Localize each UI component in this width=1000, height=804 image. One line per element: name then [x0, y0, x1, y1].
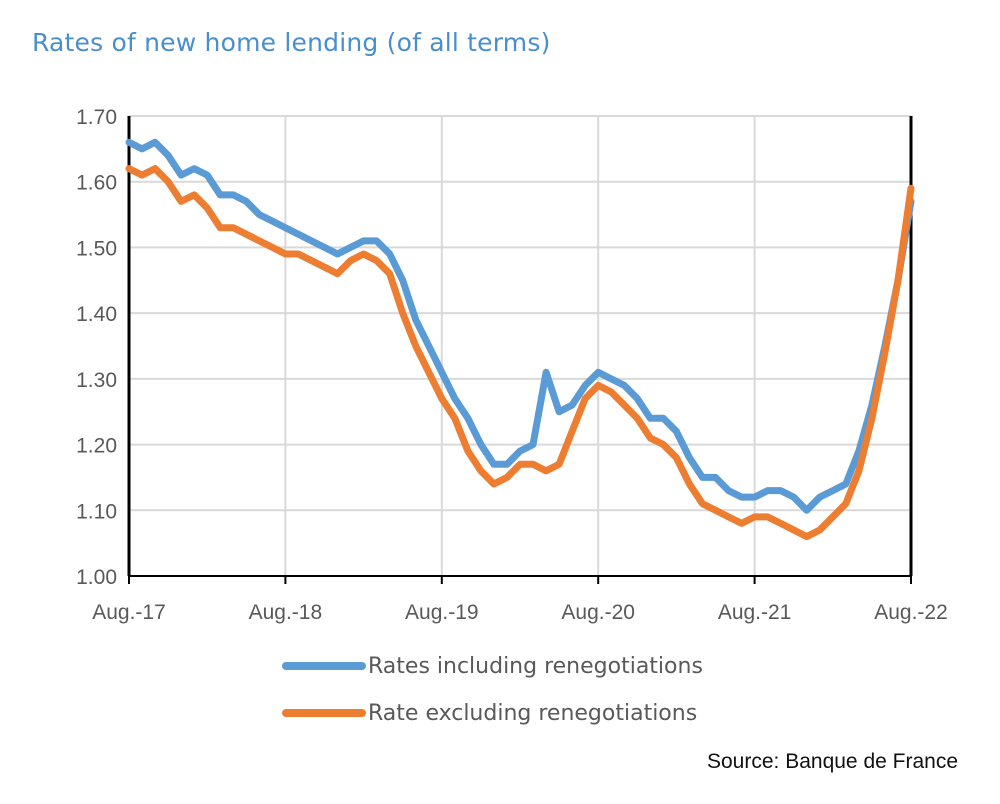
legend-label-excluding: Rate excluding renegotiations — [368, 700, 698, 726]
legend-item-including: Rates including renegotiations — [282, 651, 703, 681]
series-line-excluding — [125, 165, 915, 541]
source-note: Source: Banque de France — [707, 750, 958, 773]
y-tick-label: 1.60 — [76, 172, 117, 195]
y-tick-label: 1.50 — [76, 237, 117, 260]
chart-title: Rates of new home lending (of all terms) — [32, 28, 551, 57]
y-tick-label: 1.40 — [76, 303, 117, 326]
x-tick-label: Aug.-17 — [92, 601, 166, 624]
y-tick-label: 1.70 — [76, 106, 117, 129]
y-tick-label: 1.30 — [76, 369, 117, 392]
x-tick-label: Aug.-21 — [718, 601, 792, 624]
y-tick-label: 1.00 — [76, 566, 117, 589]
x-tick-label: Aug.-19 — [405, 601, 479, 624]
legend-item-excluding: Rate excluding renegotiations — [282, 698, 697, 728]
y-tick-label: 1.10 — [76, 500, 117, 523]
legend-label-including: Rates including renegotiations — [368, 653, 703, 679]
y-tick-label: 1.20 — [76, 435, 117, 458]
x-tick-label: Aug.-18 — [249, 601, 323, 624]
x-tick-label: Aug.-22 — [874, 601, 948, 624]
legend-swatch-excluding — [282, 709, 366, 717]
series-line-including — [125, 138, 915, 514]
x-tick-label: Aug.-20 — [561, 601, 635, 624]
legend-swatch-including — [282, 662, 366, 670]
